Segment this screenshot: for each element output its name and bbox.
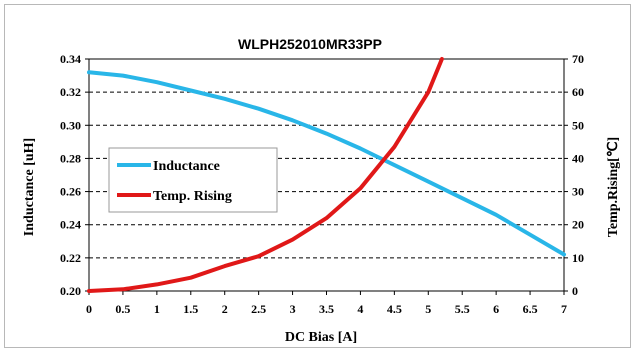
- x-tick-label: 0: [86, 302, 92, 316]
- legend-label-temp-rising: Temp. Rising: [153, 189, 232, 204]
- y-tick-label: 0.30: [60, 118, 81, 132]
- x-axis-label: DC Bias [A]: [285, 330, 357, 345]
- y2-tick-label: 10: [572, 251, 584, 265]
- y2-tick-label: 40: [572, 151, 584, 165]
- x-tick-label: 2: [222, 302, 228, 316]
- x-tick-label: 7: [561, 302, 567, 316]
- y-tick-label: 0.34: [60, 52, 81, 66]
- chart-frame: WLPH252010MR33PP 0 0.5 1 1.5 2 2.5 3 3.5 4 4.5 5 5.…: [4, 4, 631, 348]
- x-tick-label: 3.5: [319, 302, 334, 316]
- y-axis-left: 0.20 0.22 0.24 0.26 0.28 0.30 0.32 0.34: [60, 52, 89, 298]
- y-tick-label: 0.24: [60, 218, 81, 232]
- x-tick-label: 2.5: [251, 302, 266, 316]
- legend-label-inductance: Inductance: [153, 159, 220, 174]
- y-axis-right: 0 10 20 30 40 50 60 70: [564, 52, 584, 298]
- x-tick-label: 6: [493, 302, 499, 316]
- y2-tick-label: 60: [572, 85, 584, 99]
- x-tick-label: 4.5: [387, 302, 402, 316]
- y-tick-label: 0.20: [60, 284, 81, 298]
- series-lines: [87, 57, 566, 293]
- x-tick-label: 5.5: [455, 302, 470, 316]
- x-axis: 0 0.5 1 1.5 2 2.5 3 3.5 4 4.5 5 5.5 6 6.5 7: [86, 291, 567, 316]
- y2-tick-label: 70: [572, 52, 584, 66]
- chart-svg: WLPH252010MR33PP 0 0.5 1 1.5 2 2.5 3 3.5 4 4.5 5 5.…: [22, 36, 621, 345]
- y2-tick-label: 20: [572, 218, 584, 232]
- x-tick-label: 3: [290, 302, 296, 316]
- y2-tick-label: 30: [572, 185, 584, 199]
- x-tick-label: 4: [357, 302, 363, 316]
- legend-box: [108, 147, 278, 213]
- x-tick-label: 1: [154, 302, 160, 316]
- x-tick-label: 1.5: [183, 302, 198, 316]
- y-axis-label-left: Inductance [uH]: [22, 138, 37, 236]
- x-tick-label: 6.5: [523, 302, 538, 316]
- series-line-inductance: [87, 70, 566, 257]
- y2-tick-label: 50: [572, 118, 584, 132]
- y-tick-label: 0.22: [60, 251, 81, 265]
- x-tick-label: 0.5: [115, 302, 130, 316]
- y-tick-label: 0.28: [60, 151, 81, 165]
- y-axis-label-right: Temp.Rising[℃]: [606, 137, 621, 237]
- x-tick-label: 5: [425, 302, 431, 316]
- y2-tick-label: 0: [572, 284, 578, 298]
- y-tick-label: 0.32: [60, 85, 81, 99]
- legend: Inductance Temp. Rising: [108, 147, 278, 213]
- y-tick-label: 0.26: [60, 185, 81, 199]
- chart-title: WLPH252010MR33PP: [238, 36, 382, 52]
- series-line-temp-rising: [87, 57, 444, 293]
